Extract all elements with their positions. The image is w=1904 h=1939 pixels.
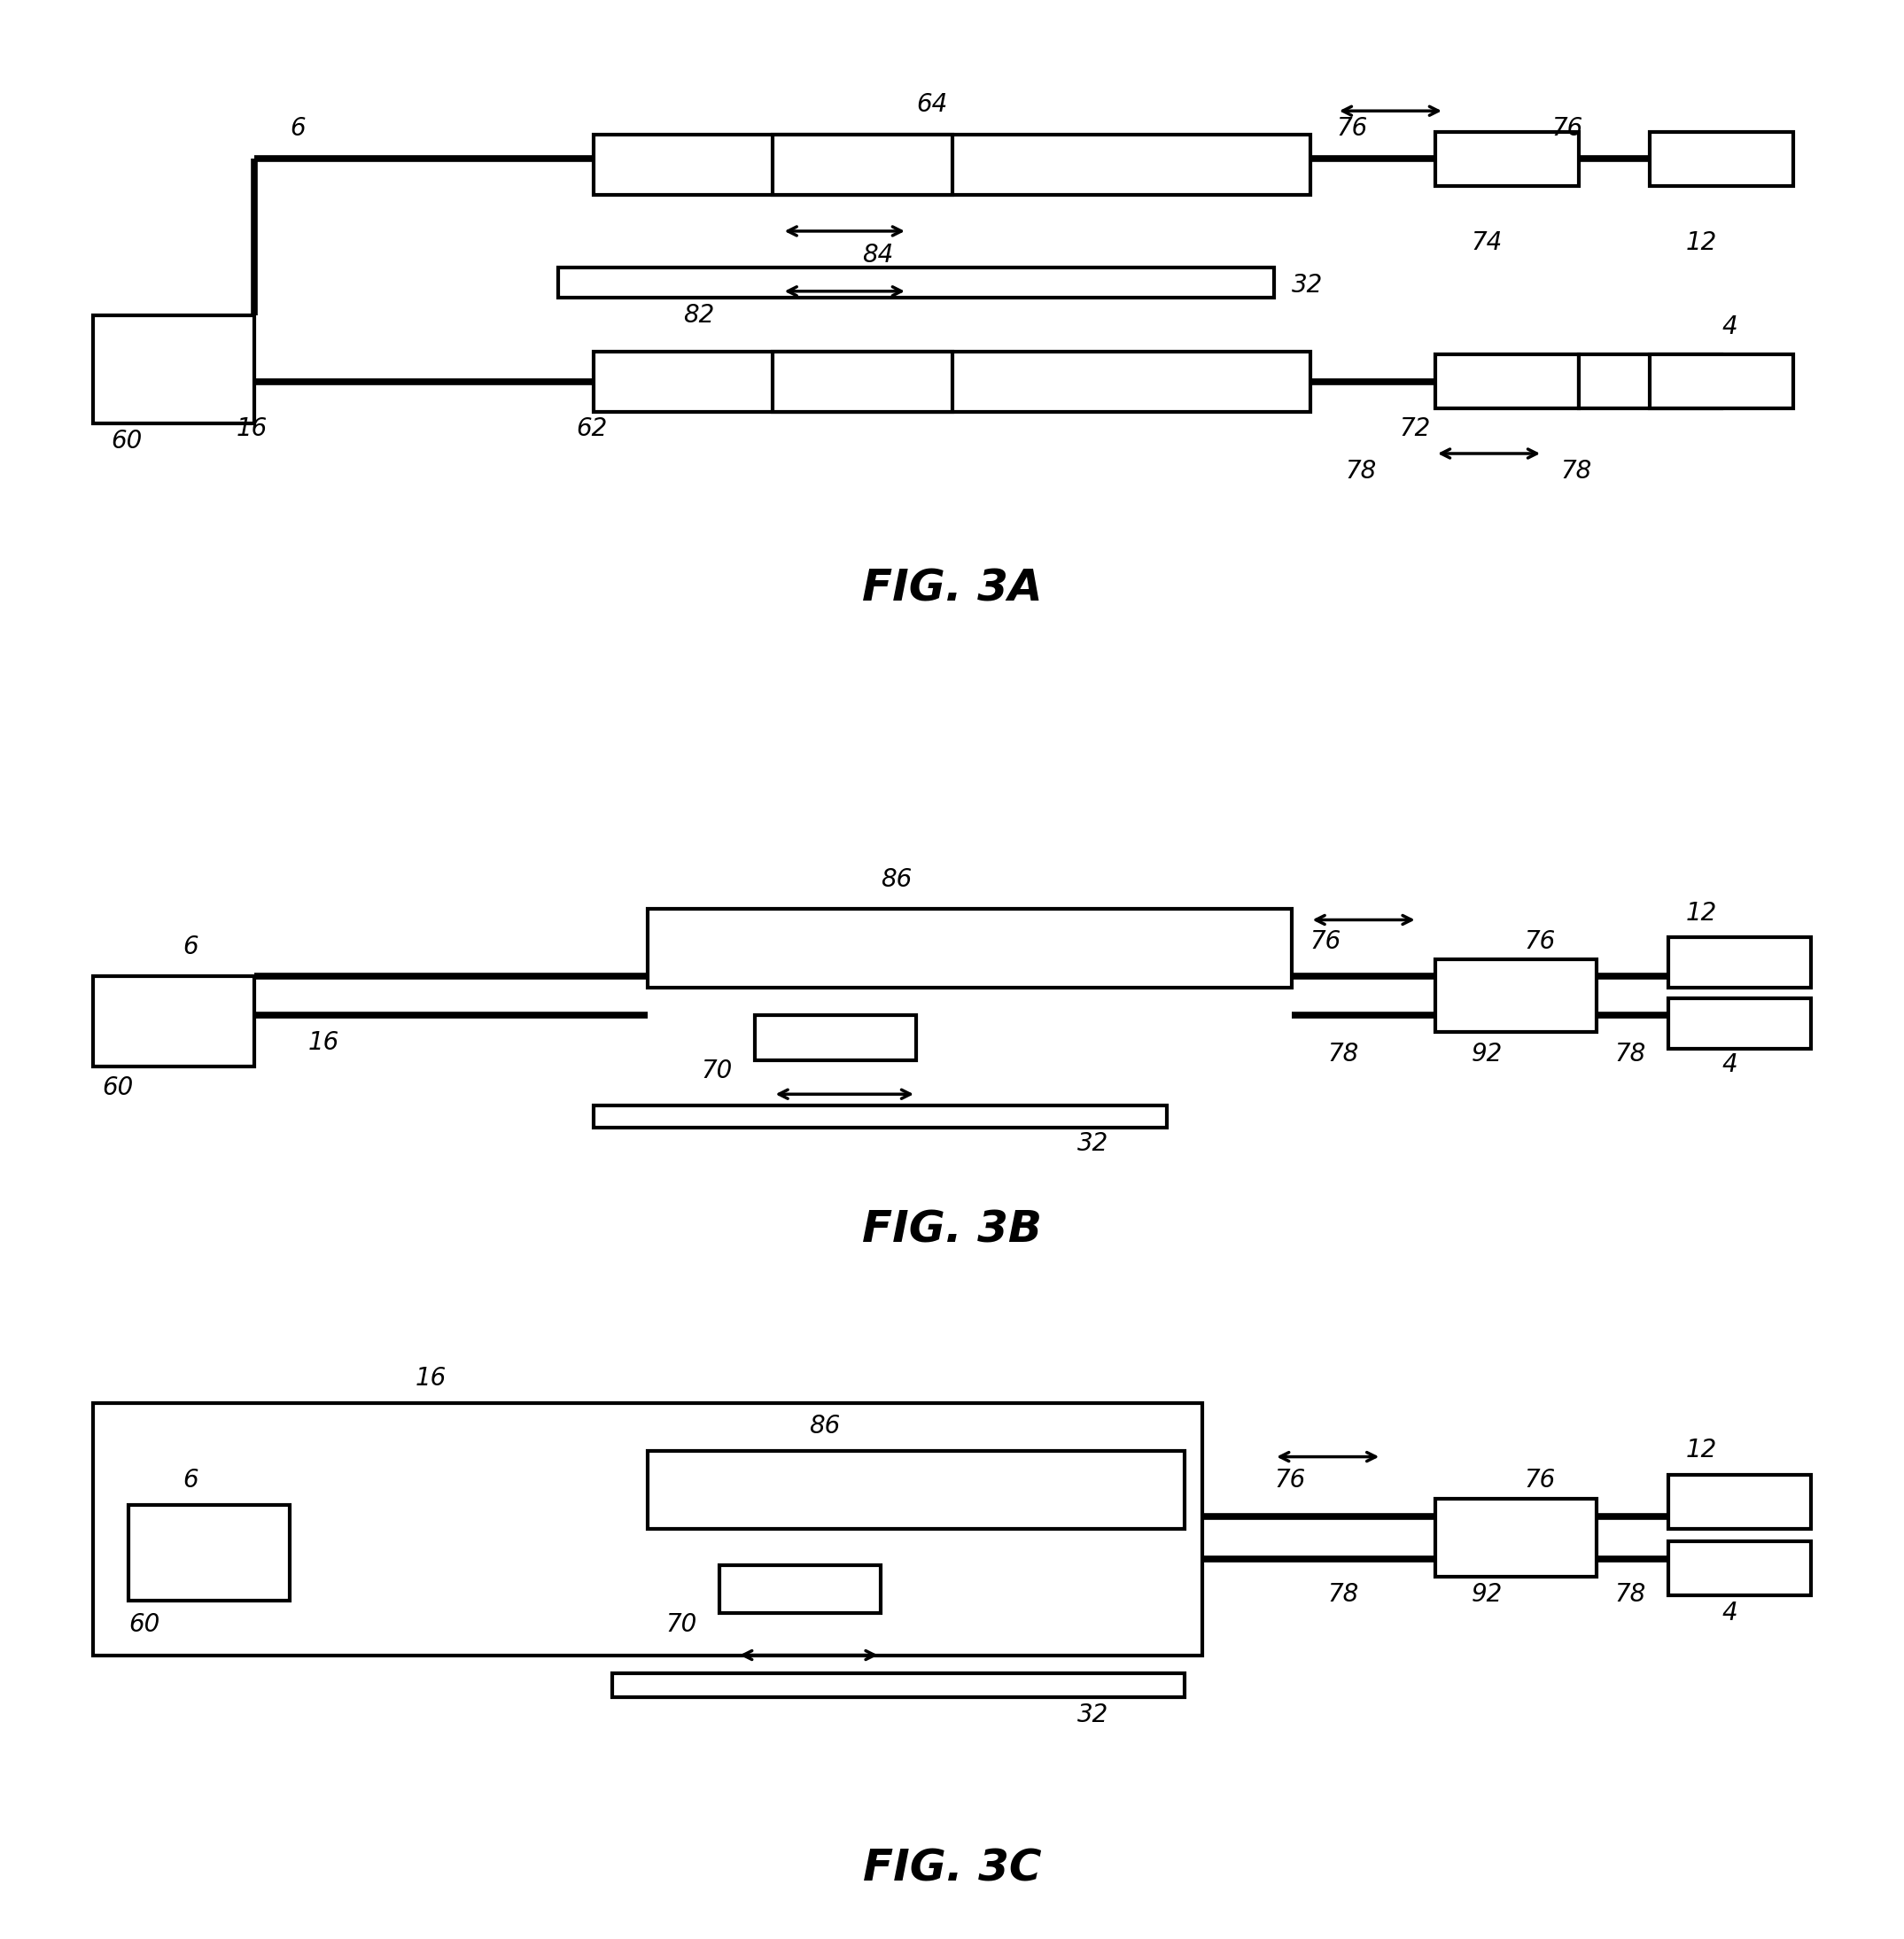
Text: 78: 78 — [1327, 1582, 1359, 1607]
Bar — [1436, 132, 1578, 186]
Text: 78: 78 — [1561, 460, 1592, 483]
Bar — [773, 136, 952, 196]
Bar — [1668, 1476, 1811, 1528]
Bar — [594, 136, 1310, 196]
Text: 60: 60 — [129, 1613, 160, 1637]
Text: 78: 78 — [1615, 1582, 1645, 1607]
Bar — [756, 1016, 916, 1061]
Text: 86: 86 — [809, 1414, 840, 1439]
Text: 12: 12 — [1685, 1439, 1717, 1462]
Bar — [1668, 937, 1811, 987]
Bar — [1651, 355, 1794, 409]
Text: 76: 76 — [1337, 116, 1369, 142]
Text: FIG. 3C: FIG. 3C — [863, 1848, 1041, 1889]
Text: 4: 4 — [1721, 314, 1736, 339]
Bar — [773, 351, 952, 411]
Text: 70: 70 — [701, 1059, 733, 1082]
Bar — [720, 1565, 880, 1613]
Text: 76: 76 — [1552, 116, 1582, 142]
Bar — [1436, 1499, 1596, 1576]
Bar — [1668, 1542, 1811, 1596]
Text: 32: 32 — [1078, 1130, 1108, 1156]
Bar — [647, 909, 1293, 987]
Text: 60: 60 — [110, 429, 143, 454]
Bar — [1436, 960, 1596, 1032]
Text: 16: 16 — [236, 417, 267, 442]
Bar — [93, 975, 253, 1066]
Text: FIG. 3B: FIG. 3B — [863, 1210, 1041, 1253]
Bar — [611, 1673, 1184, 1697]
Text: 32: 32 — [1078, 1702, 1108, 1728]
Text: 72: 72 — [1399, 417, 1430, 442]
Bar — [129, 1505, 289, 1602]
Bar — [1668, 999, 1811, 1049]
Text: 32: 32 — [1293, 273, 1323, 297]
Text: 16: 16 — [308, 1030, 339, 1055]
Text: 4: 4 — [1721, 1053, 1736, 1078]
Bar — [647, 1450, 1184, 1528]
Text: 60: 60 — [103, 1074, 133, 1099]
Text: 70: 70 — [666, 1613, 697, 1637]
Text: 16: 16 — [415, 1365, 446, 1390]
Text: 74: 74 — [1472, 231, 1502, 256]
Text: 82: 82 — [684, 302, 714, 328]
Text: 12: 12 — [1685, 902, 1717, 925]
Text: 62: 62 — [577, 417, 607, 442]
Text: 76: 76 — [1525, 1468, 1556, 1493]
Text: 12: 12 — [1685, 231, 1717, 256]
Text: 78: 78 — [1327, 1041, 1359, 1066]
Text: 4: 4 — [1721, 1600, 1736, 1625]
Bar — [558, 268, 1274, 297]
Bar — [1578, 355, 1721, 409]
Text: FIG. 3A: FIG. 3A — [863, 568, 1041, 609]
Text: 78: 78 — [1346, 460, 1377, 483]
Text: 76: 76 — [1525, 929, 1556, 954]
Bar — [1436, 355, 1578, 409]
Text: 6: 6 — [289, 116, 305, 142]
Bar — [93, 1402, 1203, 1656]
Text: 6: 6 — [183, 1468, 198, 1493]
Text: 76: 76 — [1310, 929, 1340, 954]
Text: 92: 92 — [1472, 1582, 1502, 1607]
Text: 64: 64 — [916, 93, 948, 116]
Bar — [594, 351, 1310, 411]
Bar — [1651, 132, 1794, 186]
Text: 78: 78 — [1615, 1041, 1645, 1066]
Bar — [93, 316, 253, 423]
Text: 86: 86 — [880, 867, 912, 892]
Text: 6: 6 — [183, 935, 198, 960]
Text: 92: 92 — [1472, 1041, 1502, 1066]
Text: 76: 76 — [1274, 1468, 1306, 1493]
Text: 84: 84 — [863, 242, 893, 268]
Bar — [594, 1105, 1167, 1128]
